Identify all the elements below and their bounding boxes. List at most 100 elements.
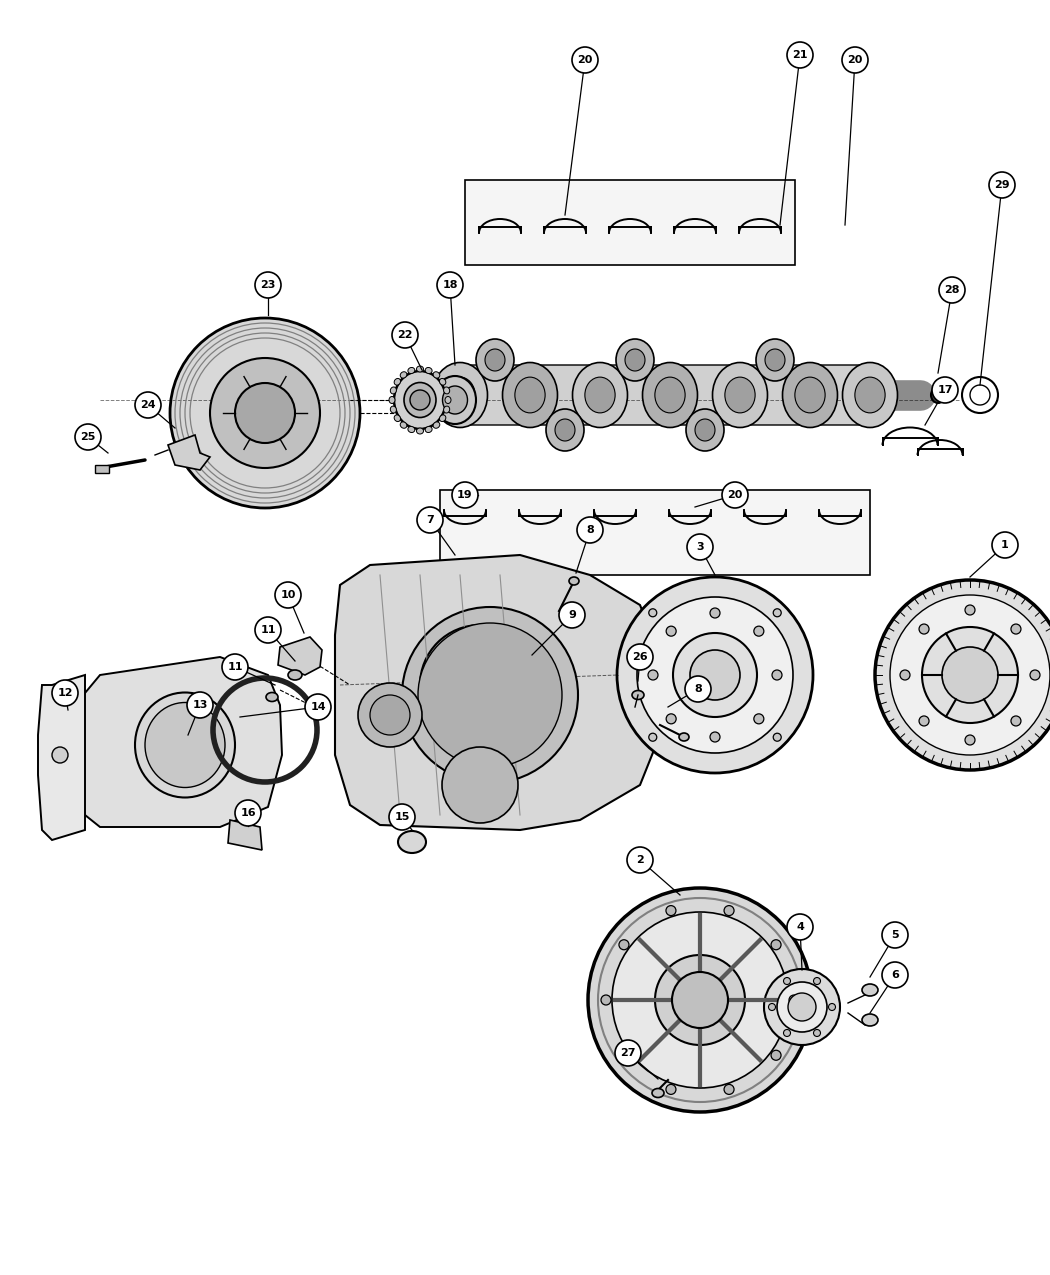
Circle shape — [722, 482, 748, 507]
Ellipse shape — [443, 407, 449, 413]
Ellipse shape — [686, 409, 724, 451]
Circle shape — [578, 516, 603, 543]
Text: 7: 7 — [426, 515, 434, 525]
Ellipse shape — [795, 377, 825, 413]
Circle shape — [52, 747, 68, 762]
Circle shape — [418, 623, 562, 768]
Ellipse shape — [724, 377, 755, 413]
Ellipse shape — [931, 388, 945, 403]
Ellipse shape — [407, 426, 415, 432]
Circle shape — [771, 1051, 781, 1061]
Ellipse shape — [679, 733, 689, 741]
Ellipse shape — [476, 339, 514, 381]
Text: 3: 3 — [696, 542, 704, 552]
Ellipse shape — [288, 669, 302, 680]
Circle shape — [666, 714, 676, 724]
Circle shape — [882, 963, 908, 988]
Text: 16: 16 — [240, 808, 256, 819]
Ellipse shape — [616, 339, 654, 381]
Circle shape — [939, 277, 965, 303]
FancyBboxPatch shape — [538, 365, 592, 425]
Circle shape — [304, 694, 331, 720]
Ellipse shape — [440, 414, 446, 422]
Text: 12: 12 — [58, 688, 72, 697]
Text: 24: 24 — [141, 400, 155, 411]
Circle shape — [275, 581, 301, 608]
Circle shape — [255, 617, 281, 643]
Ellipse shape — [862, 1014, 878, 1026]
Ellipse shape — [572, 362, 628, 427]
Ellipse shape — [434, 376, 476, 425]
Text: 2: 2 — [636, 856, 644, 864]
Circle shape — [601, 994, 611, 1005]
Ellipse shape — [842, 362, 898, 427]
Ellipse shape — [632, 691, 644, 700]
Text: 1: 1 — [1001, 541, 1009, 550]
Ellipse shape — [445, 377, 475, 413]
Text: 20: 20 — [578, 55, 592, 65]
Ellipse shape — [514, 377, 545, 413]
Ellipse shape — [569, 578, 579, 585]
Circle shape — [235, 382, 295, 442]
FancyBboxPatch shape — [468, 365, 522, 425]
Circle shape — [754, 714, 763, 724]
Ellipse shape — [643, 362, 697, 427]
Ellipse shape — [433, 372, 440, 379]
Circle shape — [932, 377, 958, 403]
Ellipse shape — [391, 407, 397, 413]
Text: 13: 13 — [192, 700, 208, 710]
Text: 9: 9 — [568, 609, 576, 620]
Circle shape — [618, 940, 629, 950]
Ellipse shape — [655, 377, 685, 413]
Circle shape — [222, 654, 248, 680]
Ellipse shape — [855, 377, 885, 413]
Circle shape — [724, 1085, 734, 1094]
Circle shape — [769, 1003, 776, 1011]
Circle shape — [783, 978, 791, 984]
Ellipse shape — [503, 362, 558, 427]
Circle shape — [788, 42, 813, 68]
Ellipse shape — [404, 382, 436, 417]
Ellipse shape — [135, 692, 235, 797]
Circle shape — [618, 1051, 629, 1061]
Ellipse shape — [394, 379, 400, 385]
Circle shape — [358, 683, 422, 747]
Circle shape — [452, 482, 478, 507]
Text: 14: 14 — [310, 703, 326, 711]
Text: 29: 29 — [994, 180, 1010, 190]
Text: 10: 10 — [280, 590, 296, 601]
Circle shape — [392, 323, 418, 348]
Circle shape — [588, 887, 812, 1112]
Bar — [465, 180, 795, 265]
Circle shape — [627, 847, 653, 873]
Text: 23: 23 — [260, 280, 276, 289]
Circle shape — [666, 1085, 676, 1094]
Circle shape — [402, 607, 578, 783]
Polygon shape — [228, 820, 262, 850]
Circle shape — [764, 969, 840, 1046]
Circle shape — [685, 676, 711, 703]
Circle shape — [754, 626, 763, 636]
Ellipse shape — [433, 422, 440, 428]
Text: 4: 4 — [796, 922, 804, 932]
Text: 18: 18 — [442, 280, 458, 289]
Ellipse shape — [145, 703, 225, 788]
Ellipse shape — [400, 372, 407, 379]
Polygon shape — [68, 657, 282, 827]
FancyBboxPatch shape — [678, 365, 732, 425]
Ellipse shape — [445, 397, 452, 403]
Circle shape — [572, 47, 598, 73]
FancyBboxPatch shape — [608, 365, 662, 425]
Circle shape — [890, 595, 1050, 755]
Circle shape — [942, 646, 998, 703]
Circle shape — [410, 390, 430, 411]
Circle shape — [75, 425, 101, 450]
Circle shape — [842, 47, 868, 73]
Circle shape — [210, 358, 320, 468]
Ellipse shape — [585, 377, 615, 413]
Ellipse shape — [433, 362, 487, 427]
Circle shape — [615, 1040, 640, 1066]
Circle shape — [437, 272, 463, 298]
Ellipse shape — [398, 831, 426, 853]
Ellipse shape — [555, 419, 575, 441]
